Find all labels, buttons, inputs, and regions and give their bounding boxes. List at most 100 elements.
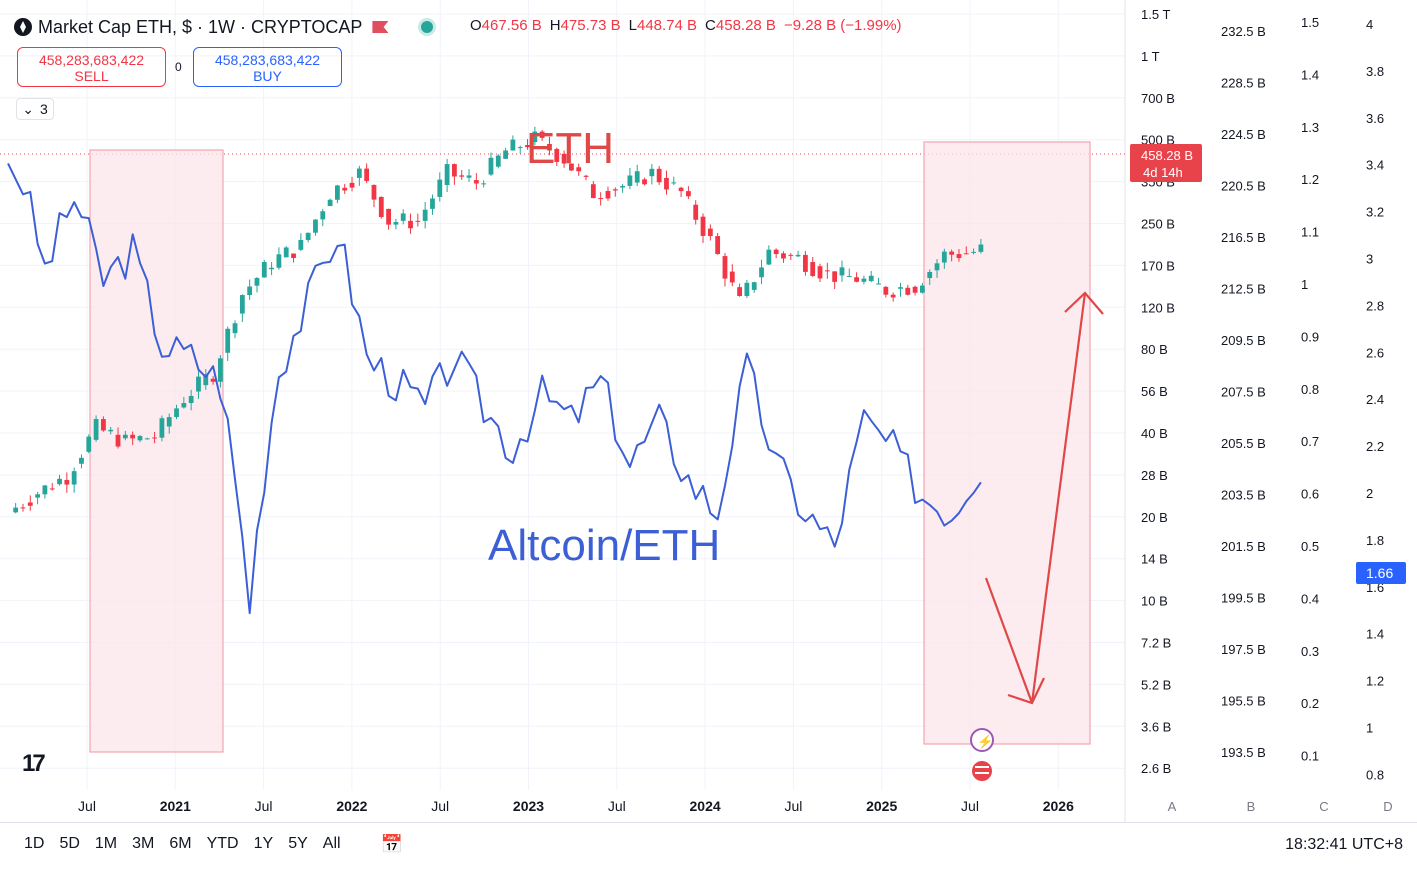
eth-candle <box>912 286 918 293</box>
eth-candle <box>583 175 589 177</box>
altcoin-eth-line <box>7 162 982 615</box>
axis-d-tick: 1.4 <box>1366 627 1384 642</box>
altcoin-current-value: 1.66 <box>1366 565 1393 581</box>
range-button-all[interactable]: All <box>322 835 341 852</box>
eth-candle <box>905 287 911 295</box>
axis-b-tick: 224.5 B <box>1221 127 1266 142</box>
eth-candle <box>949 251 955 255</box>
ohlc-values: O467.56 B H475.73 B L448.74 B C458.28 B −9.2… <box>470 17 902 34</box>
eth-candle <box>824 270 830 272</box>
eth-candle <box>693 204 699 220</box>
axis-a-tick: 1 T <box>1141 49 1160 64</box>
bottom-toolbar: 1D 5D 1M 3M 6M YTD 1Y 5Y All 📅 <box>0 822 1417 865</box>
sell-button[interactable]: 458,283,683,422 SELL <box>17 47 166 87</box>
ohlc-item: C458.28 B <box>705 17 776 34</box>
axis-a-tick: 170 B <box>1141 258 1175 273</box>
eth-candle <box>430 198 435 209</box>
axis-a-tick: 700 B <box>1141 91 1175 106</box>
axis-a-tick: 28 B <box>1141 468 1168 483</box>
axis-c-tick: 0.3 <box>1301 644 1319 659</box>
range-buttons: 1D 5D 1M 3M 6M YTD 1Y 5Y All <box>0 835 341 853</box>
eth-candle <box>634 171 640 183</box>
time-axis[interactable]: Jul 2021 Jul 2022 Jul 2023 Jul 2024 Jul 2025 Jul 20… <box>78 798 1393 814</box>
range-button-1d[interactable]: 1D <box>24 835 45 852</box>
eth-candle <box>971 251 976 253</box>
axis-letter-d: D <box>1383 799 1392 814</box>
chart-annotations: ETH Altcoin/ETH ⚡ <box>488 124 994 783</box>
eth-candle <box>854 277 859 282</box>
axis-b-tick: 232.5 B <box>1221 24 1266 39</box>
axis-a-tick: 120 B <box>1141 300 1175 315</box>
eth-candle <box>517 147 523 149</box>
eth-candle <box>269 267 274 270</box>
eth-candle <box>393 222 399 225</box>
projection-up-arrowhead <box>1064 291 1104 315</box>
eth-candle <box>422 209 428 221</box>
x-tick-label: 2023 <box>513 798 544 814</box>
axis-a-tick: 3.6 B <box>1141 719 1171 734</box>
eth-candle <box>503 150 508 159</box>
eth-candle <box>810 262 816 276</box>
buy-price: 458,283,683,422 <box>214 52 321 68</box>
eth-candle <box>64 479 70 485</box>
eth-candle <box>729 271 735 283</box>
indicators-collapse-button[interactable]: ⌄ 3 <box>16 98 54 120</box>
axis-b-tick: 197.5 B <box>1221 642 1266 657</box>
eth-candle <box>539 131 545 138</box>
eth-logo-icon <box>14 18 32 36</box>
eth-candle <box>561 153 567 164</box>
us-flag-stripe <box>975 766 989 768</box>
symbol-header[interactable]: Market Cap ETH, $ · 1W · CRYPTOCAP <box>14 14 437 40</box>
bar-countdown: 4d 14h <box>1143 165 1183 180</box>
buy-button[interactable]: 458,283,683,422 BUY <box>193 47 342 87</box>
eth-candle <box>181 403 187 408</box>
eth-candle <box>846 275 852 277</box>
eth-candle <box>115 434 121 447</box>
range-button-1y[interactable]: 1Y <box>253 835 274 852</box>
eth-candle <box>883 286 889 295</box>
eth-candle <box>576 167 582 172</box>
ohlc-item: L448.74 B <box>628 17 698 34</box>
x-tick-label: Jul <box>78 798 96 814</box>
symbol-title[interactable]: Market Cap ETH, $ · 1W · CRYPTOCAP <box>38 16 363 37</box>
lightning-icon: ⚡ <box>977 734 993 750</box>
ohlc-item: H475.73 B <box>549 17 621 34</box>
eth-candle <box>642 179 647 185</box>
spread-value: 0 <box>175 60 182 74</box>
us-flag-stripe <box>975 772 989 774</box>
projection-arrows <box>984 291 1104 705</box>
tradingview-logo-icon[interactable]: 17 <box>22 750 46 777</box>
highlight-zone <box>923 141 1091 745</box>
flag-icon[interactable] <box>372 21 389 33</box>
range-button-5d[interactable]: 5D <box>59 835 80 852</box>
eth-candle <box>203 374 209 386</box>
eth-candle <box>57 478 62 485</box>
range-button-1m[interactable]: 1M <box>94 835 118 852</box>
range-button-5y[interactable]: 5Y <box>288 835 308 852</box>
range-button-ytd[interactable]: YTD <box>206 835 239 852</box>
eth-candle <box>890 294 896 298</box>
calendar-icon[interactable]: 📅 <box>380 833 403 854</box>
axis-a-tick: 14 B <box>1141 552 1168 567</box>
range-button-6m[interactable]: 6M <box>169 835 192 852</box>
eth-candle <box>466 175 472 178</box>
eth-candle <box>305 232 311 240</box>
axis-b-tick: 228.5 B <box>1221 76 1266 91</box>
axis-c-tick: 1.1 <box>1301 225 1319 240</box>
eth-candle <box>554 148 560 162</box>
axis-a-tick: 250 B <box>1141 217 1175 232</box>
clock[interactable]: 18:32:41 UTC+8 <box>1285 836 1403 853</box>
axis-a-tick: 2.6 B <box>1141 761 1171 776</box>
eth-candle <box>627 175 633 186</box>
eth-candle <box>868 275 874 282</box>
axis-a-tick: 20 B <box>1141 510 1168 525</box>
axis-b-tick: 201.5 B <box>1221 539 1266 554</box>
eth-candle <box>686 191 691 197</box>
eth-candle <box>656 168 662 183</box>
sell-price: 458,283,683,422 <box>38 52 145 68</box>
range-button-3m[interactable]: 3M <box>132 835 155 852</box>
eth-candles <box>13 126 984 514</box>
